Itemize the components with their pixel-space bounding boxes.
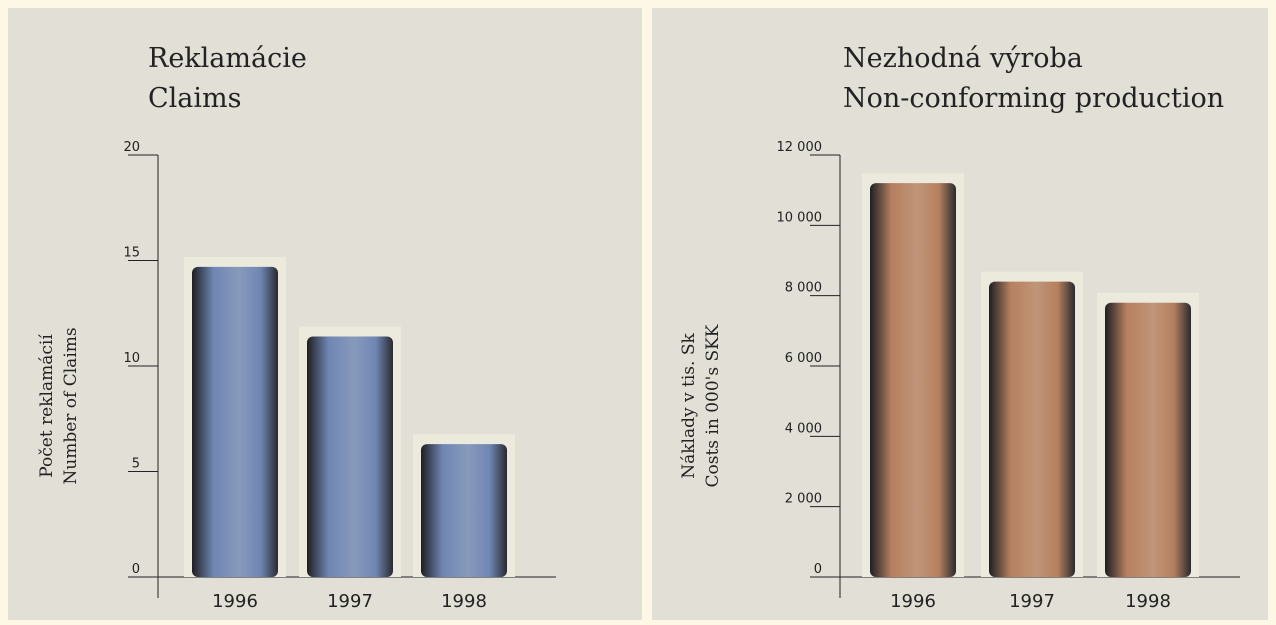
y-tick-label: 6 000 [785, 351, 822, 366]
y-tick-label: 0 [132, 562, 140, 577]
y-tick-label: 4 000 [785, 421, 822, 436]
chart-title: Non-conforming production [843, 83, 1224, 114]
bar [989, 281, 1075, 577]
y-axis-label: Number of Claims [61, 327, 81, 484]
chart-title: Nezhodná výroba [843, 43, 1083, 74]
bar [192, 266, 278, 577]
y-tick-label: 2 000 [785, 492, 822, 507]
x-tick-label: 1997 [327, 591, 373, 612]
x-tick-label: 1998 [441, 591, 487, 612]
y-tick-label: 0 [814, 562, 822, 577]
y-tick-label: 15 [123, 246, 140, 261]
bar [307, 336, 393, 577]
bar [870, 183, 956, 577]
y-tick-label: 8 000 [785, 281, 822, 296]
y-axis-label: Počet reklamácií [37, 334, 57, 478]
x-tick-label: 1998 [1125, 591, 1171, 612]
y-tick-label: 5 [132, 457, 140, 472]
y-tick-label: 20 [123, 140, 140, 155]
bar [421, 444, 507, 577]
bar [1105, 302, 1191, 577]
y-tick-label: 10 [123, 351, 140, 366]
x-tick-label: 1997 [1009, 591, 1055, 612]
y-axis-label: Costs in 000's SKK [703, 324, 723, 487]
x-tick-label: 1996 [890, 591, 936, 612]
y-tick-label: 10 000 [777, 210, 823, 225]
y-tick-label: 12 000 [777, 140, 823, 155]
x-tick-label: 1996 [212, 591, 258, 612]
chart-title: Reklamácie [148, 43, 307, 74]
y-axis-label: Náklady v tis. Sk [679, 333, 699, 479]
chart-title: Claims [148, 83, 242, 114]
